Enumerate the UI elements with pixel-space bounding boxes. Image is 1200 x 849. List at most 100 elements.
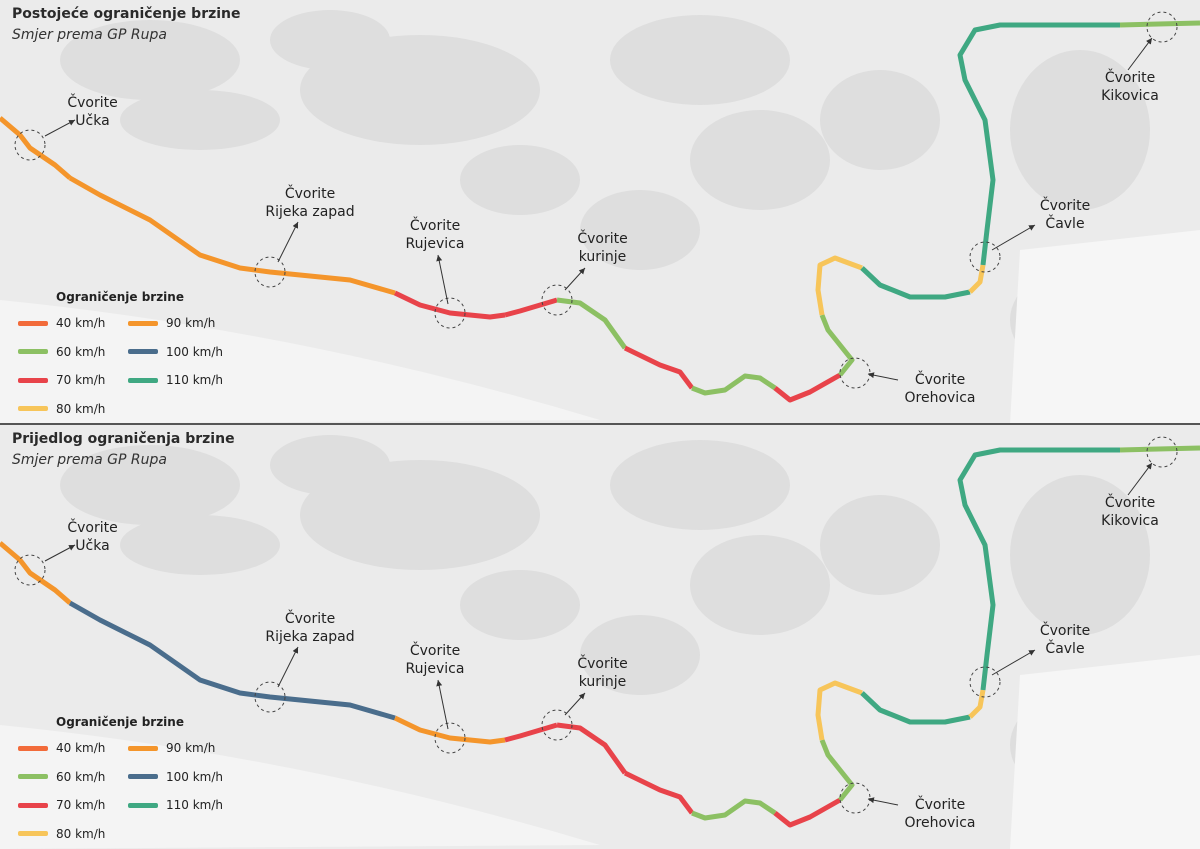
callout-arrow: [436, 679, 449, 730]
road-segment-60kmh[interactable]: [556, 297, 628, 350]
interchange-label: Čvorite Rujevica: [385, 217, 485, 253]
label-line1: Čvorite: [409, 643, 461, 659]
label-line2: Rijeka zapad: [265, 204, 355, 220]
road-segment-60kmh[interactable]: [1119, 445, 1200, 453]
legend-item: 110 km/h: [128, 798, 223, 812]
terrain-area: [690, 535, 830, 635]
terrain-area: [690, 110, 830, 210]
interchange-marker[interactable]: [541, 284, 573, 316]
road-segment-110kmh[interactable]: [957, 22, 1120, 266]
road-segment-60kmh[interactable]: [819, 739, 855, 802]
map-canvas[interactable]: [0, 425, 1200, 849]
interchange-label: Čvorite Učka: [40, 519, 145, 555]
interchange-label: Čvorite kurinje: [555, 655, 650, 691]
road-segment-70kmh[interactable]: [504, 297, 558, 318]
legend-swatch: [18, 802, 48, 808]
road-segment-80kmh[interactable]: [815, 680, 863, 741]
road-segment-90kmh[interactable]: [0, 541, 72, 605]
road-segment-60kmh[interactable]: [1119, 20, 1200, 28]
label-line2: Orehovica: [904, 815, 976, 831]
panel-title: Postojeće ograničenje brzine: [12, 6, 241, 22]
road-segment-60kmh[interactable]: [691, 798, 777, 821]
callout-arrow: [1127, 37, 1153, 71]
road-segment-90kmh[interactable]: [0, 116, 72, 180]
interchange-label: Čvorite Orehovica: [885, 796, 995, 832]
map-canvas[interactable]: [0, 0, 1200, 424]
label-line1: Čvorite: [284, 186, 336, 202]
panel-divider: [0, 423, 1200, 425]
legend-swatch: [18, 349, 48, 354]
road-segment-110kmh[interactable]: [957, 447, 1120, 691]
label-line2: kurinje: [578, 249, 627, 265]
legend-swatch: [128, 349, 158, 354]
panel-proposed-speed-limits: Prijedlog ograničenja brzine Smjer prema …: [0, 425, 1200, 849]
legend-label: 60 km/h: [56, 344, 106, 359]
road-segment-70kmh[interactable]: [623, 770, 694, 815]
road-segment-100kmh[interactable]: [68, 600, 396, 721]
interchange-marker[interactable]: [434, 297, 466, 329]
interchange-label: Čvorite kurinje: [555, 230, 650, 266]
road-segment-70kmh[interactable]: [773, 372, 842, 403]
legend-swatch: [18, 320, 48, 326]
label-line1: Čvorite: [1104, 495, 1156, 511]
legend-label: 80 km/h: [56, 826, 106, 841]
callout-arrow: [44, 544, 76, 562]
interchange-marker[interactable]: [969, 666, 1001, 698]
interchange-marker[interactable]: [254, 681, 286, 713]
legend-label: 100 km/h: [166, 344, 224, 359]
road-segment-80kmh[interactable]: [968, 689, 986, 719]
road-segment-60kmh[interactable]: [691, 373, 777, 396]
road-segment-80kmh[interactable]: [968, 264, 986, 294]
road-segment-70kmh[interactable]: [773, 797, 842, 828]
urban-area: [0, 300, 600, 424]
legend-item: 100 km/h: [128, 770, 223, 784]
road-segment-70kmh[interactable]: [556, 722, 628, 775]
road-segment-110kmh[interactable]: [860, 691, 971, 725]
legend-label: 40 km/h: [56, 316, 106, 330]
legend-label: 60 km/h: [56, 769, 106, 784]
legend-swatch: [128, 802, 158, 808]
interchange-marker[interactable]: [1146, 436, 1178, 468]
interchange-label: Čvorite Rijeka zapad: [240, 610, 380, 646]
legend-item: 70 km/h: [18, 798, 105, 812]
road-segment-110kmh[interactable]: [860, 266, 971, 300]
terrain-area: [610, 440, 790, 530]
callout-arrow: [991, 649, 1036, 676]
interchange-marker[interactable]: [254, 256, 286, 288]
road-segment-70kmh[interactable]: [504, 722, 558, 743]
label-line2: Kikovica: [1101, 88, 1159, 104]
label-line1: Čvorite: [67, 520, 118, 536]
legend-label: 90 km/h: [166, 316, 216, 330]
legend-label: 110 km/h: [166, 798, 224, 812]
label-line2: Čavle: [1045, 641, 1085, 657]
legend-swatch: [128, 320, 158, 326]
road-segment-60kmh[interactable]: [819, 314, 855, 377]
interchange-marker[interactable]: [14, 554, 46, 586]
road-segment-80kmh[interactable]: [815, 255, 863, 316]
road-segment-90kmh[interactable]: [393, 715, 506, 745]
interchange-label: Čvorite Kikovica: [1075, 494, 1185, 530]
legend-item: 70 km/h: [18, 373, 105, 387]
legend-label: 90 km/h: [166, 741, 216, 755]
terrain-area: [60, 445, 240, 525]
legend-item: 110 km/h: [128, 373, 223, 387]
interchange-label: Čvorite Učka: [40, 94, 145, 130]
label-line2: Orehovica: [904, 390, 976, 406]
legend-item: 80 km/h: [18, 827, 105, 841]
label-line1: Čvorite: [409, 218, 461, 234]
label-line2: Rijeka zapad: [265, 629, 355, 645]
panel-current-speed-limits: Postojeće ograničenje brzine Smjer prema …: [0, 0, 1200, 424]
label-line1: Čvorite: [1039, 623, 1091, 639]
interchange-marker[interactable]: [434, 722, 466, 754]
interchange-marker[interactable]: [1146, 11, 1178, 43]
interchange-marker[interactable]: [969, 241, 1001, 273]
legend-item: 90 km/h: [128, 316, 215, 330]
road-segment-70kmh[interactable]: [623, 345, 694, 390]
interchange-marker[interactable]: [541, 709, 573, 741]
label-line2: Učka: [75, 538, 110, 554]
legend-label: 70 km/h: [56, 798, 106, 812]
interchange-marker[interactable]: [14, 129, 46, 161]
road-segment-90kmh[interactable]: [68, 175, 396, 296]
callout-arrow: [564, 267, 586, 291]
road-segment-70kmh[interactable]: [393, 290, 506, 320]
